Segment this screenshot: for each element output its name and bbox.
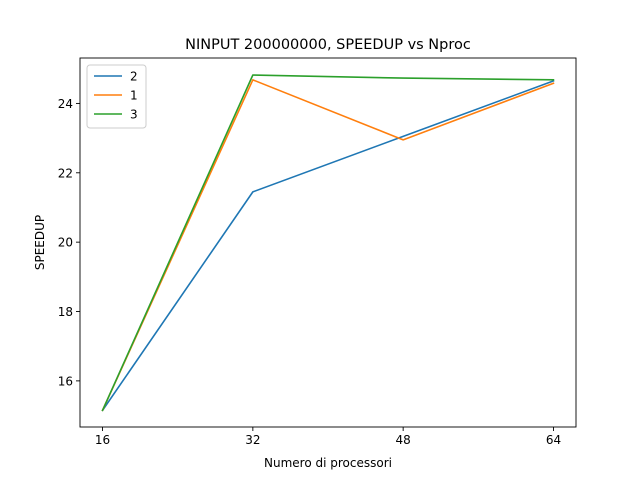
y-tick-label: 20 (58, 236, 73, 250)
series-line-2 (101, 79, 555, 412)
chart-title: NINPUT 200000000, SPEEDUP vs Nproc (185, 37, 471, 53)
plot-area (101, 74, 555, 412)
y-axis-ticks: 16 18 20 22 24 (58, 97, 80, 388)
x-tick-label: 32 (245, 433, 260, 447)
x-axis-ticks: 16 32 48 64 (95, 427, 561, 447)
plot-frame (79, 57, 577, 428)
y-tick-label: 24 (58, 97, 73, 111)
series-line-3 (101, 74, 555, 412)
legend-label-1: 1 (130, 89, 138, 103)
x-tick-label: 16 (95, 433, 110, 447)
legend-label-2: 2 (130, 70, 138, 84)
legend-label-3: 3 (130, 108, 138, 122)
x-tick-label: 64 (546, 433, 561, 447)
x-tick-label: 48 (396, 433, 411, 447)
y-tick-label: 22 (58, 166, 73, 180)
legend-box (86, 64, 147, 129)
y-tick-label: 16 (58, 374, 73, 388)
legend: 2 1 3 (86, 64, 147, 129)
y-axis-label: SPEEDUP (33, 215, 47, 270)
series-line-1 (101, 79, 555, 412)
y-tick-label: 18 (58, 305, 73, 319)
x-axis-label: Numero di processori (264, 456, 392, 470)
